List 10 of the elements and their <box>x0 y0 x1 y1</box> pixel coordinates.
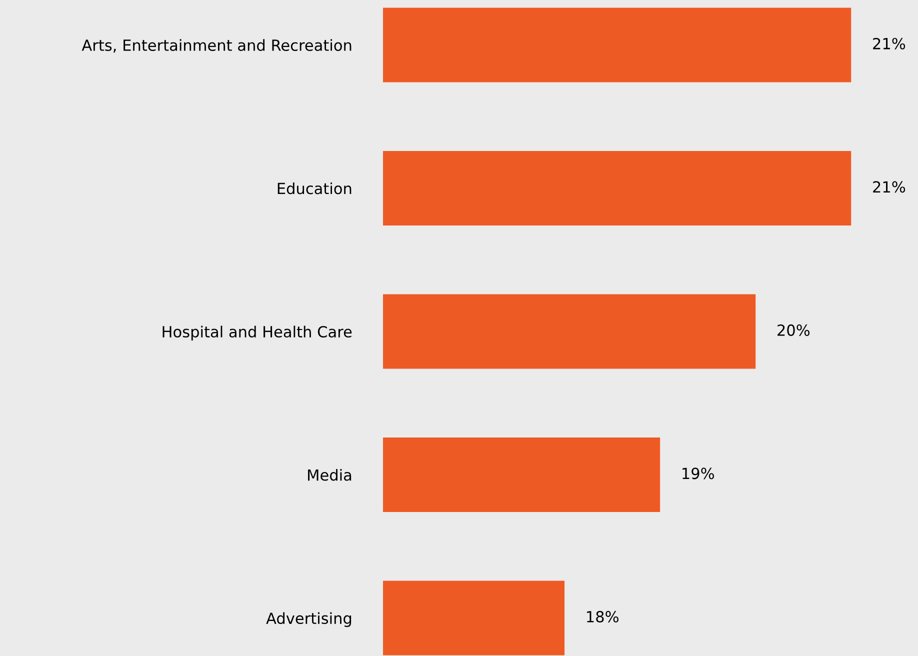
data-label: 21% <box>873 38 906 50</box>
y-tick-label: Media <box>308 468 352 481</box>
y-tick-label: Arts, Entertainment and Recreation <box>82 39 352 53</box>
y-tick-label: Hospital and Health Care <box>162 326 352 340</box>
data-label: 18% <box>587 610 618 622</box>
y-tick-label: Advertising <box>266 612 352 628</box>
data-label: 19% <box>682 468 714 480</box>
data-label: 21% <box>873 181 906 193</box>
data-label: 20% <box>778 324 810 336</box>
y-tick-label: Education <box>278 182 352 194</box>
